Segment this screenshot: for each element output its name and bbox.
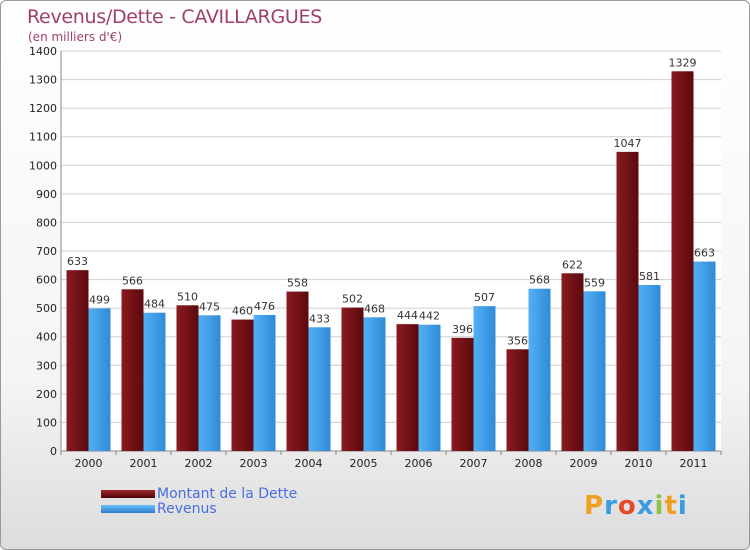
data-label: 1329	[669, 56, 697, 69]
y-tick-label: 100	[36, 416, 57, 429]
x-tick-label: 2007	[460, 457, 488, 470]
logo-letter: x	[636, 491, 655, 521]
bar-revenus	[253, 315, 276, 451]
logo-letter: i	[677, 491, 688, 521]
y-tick-label: 800	[36, 216, 57, 229]
bar-dette	[121, 289, 144, 451]
legend-swatch-revenus	[101, 505, 155, 513]
y-tick-label: 500	[36, 302, 57, 315]
bar-dette	[671, 71, 694, 452]
bar-dette	[396, 324, 419, 451]
data-label: 1047	[614, 137, 642, 150]
data-label: 396	[452, 323, 473, 336]
legend-label-revenus: Revenus	[157, 501, 217, 517]
x-tick-label: 2010	[625, 457, 653, 470]
y-tick-label: 1200	[29, 102, 57, 115]
bar-revenus	[528, 288, 551, 451]
y-tick-label: 1100	[29, 131, 57, 144]
y-tick-label: 1000	[29, 159, 57, 172]
proxiti-logo: Proxiti	[584, 491, 688, 521]
data-label: 566	[122, 274, 143, 287]
bar-dette	[341, 307, 364, 451]
data-label: 468	[364, 302, 385, 315]
logo-letter: t	[664, 491, 678, 521]
data-label: 510	[177, 290, 198, 303]
legend-swatch-dette	[101, 490, 155, 498]
data-label: 475	[199, 300, 220, 313]
bar-revenus	[418, 324, 441, 451]
data-label: 444	[397, 309, 418, 322]
bar-revenus	[198, 315, 221, 451]
y-tick-label: 1400	[29, 45, 57, 58]
data-label: 633	[67, 255, 88, 268]
bar-revenus	[143, 312, 166, 451]
bar-dette	[451, 337, 474, 451]
bar-dette	[231, 319, 254, 451]
data-label: 476	[254, 300, 275, 313]
x-tick-label: 2005	[350, 457, 378, 470]
y-tick-label: 400	[36, 331, 57, 344]
x-tick-label: 2004	[295, 457, 323, 470]
data-label: 663	[694, 247, 715, 260]
bar-revenus	[473, 306, 496, 451]
bar-revenus	[308, 327, 331, 451]
bar-dette	[286, 291, 309, 451]
legend-label-dette: Montant de la Dette	[157, 486, 298, 502]
x-tick-label: 2009	[570, 457, 598, 470]
y-tick-label: 0	[50, 445, 57, 458]
data-label: 568	[529, 274, 550, 287]
chart-title: Revenus/Dette - CAVILLARGUES	[27, 6, 322, 28]
bar-dette	[506, 349, 529, 451]
x-tick-label: 2003	[240, 457, 268, 470]
logo-letter: P	[584, 491, 605, 521]
data-label: 460	[232, 305, 253, 318]
data-label: 502	[342, 293, 363, 306]
data-label: 559	[584, 276, 605, 289]
bar-revenus	[638, 285, 661, 451]
y-tick-label: 200	[36, 388, 57, 401]
bar-revenus	[88, 308, 111, 451]
chart-subtitle: (en milliers d'€)	[28, 30, 123, 44]
bar-dette	[176, 305, 199, 451]
data-label: 442	[419, 310, 440, 323]
data-label: 507	[474, 291, 495, 304]
logo-letter: o	[617, 491, 637, 521]
x-tick-label: 2011	[680, 457, 708, 470]
bar-revenus	[693, 261, 716, 451]
data-label: 622	[562, 258, 583, 271]
bar-dette	[561, 273, 584, 451]
x-tick-label: 2000	[75, 457, 103, 470]
legend-entry-revenus: Revenus	[101, 501, 217, 517]
bar-revenus	[583, 291, 606, 451]
bar-dette	[66, 270, 89, 451]
legend-entry-dette: Montant de la Dette	[101, 486, 297, 502]
y-tick-label: 900	[36, 188, 57, 201]
data-label: 356	[507, 334, 528, 347]
logo-letter: i	[654, 491, 665, 521]
x-tick-label: 2001	[130, 457, 158, 470]
logo-letter: r	[604, 491, 618, 521]
bar-revenus	[363, 317, 386, 451]
data-label: 581	[639, 270, 660, 283]
data-label: 433	[309, 312, 330, 325]
y-tick-label: 600	[36, 274, 57, 287]
x-tick-label: 2002	[185, 457, 213, 470]
data-label: 499	[89, 293, 110, 306]
y-tick-label: 1300	[29, 74, 57, 87]
y-tick-label: 300	[36, 359, 57, 372]
y-tick-label: 700	[36, 245, 57, 258]
bar-dette	[616, 151, 639, 451]
data-label: 484	[144, 298, 165, 311]
data-label: 558	[287, 277, 308, 290]
x-tick-label: 2008	[515, 457, 543, 470]
x-tick-label: 2006	[405, 457, 433, 470]
